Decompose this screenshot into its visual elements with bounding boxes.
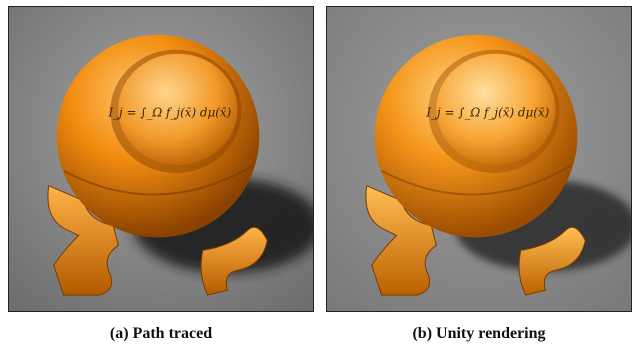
caption-label: (b) bbox=[412, 325, 433, 342]
caption-label: (a) bbox=[109, 325, 129, 342]
equation-text: I_j = ∫_Ω f_j(x̄) dμ(x̄) bbox=[107, 105, 231, 119]
panel-unity-rendering: I_j = ∫_Ω f_j(x̄) dμ(x̄) bbox=[326, 6, 632, 312]
render-image-path-traced: I_j = ∫_Ω f_j(x̄) dμ(x̄) bbox=[9, 7, 313, 311]
panel-path-traced: I_j = ∫_Ω f_j(x̄) dμ(x̄) bbox=[8, 6, 314, 312]
caption-a: (a) Path traced bbox=[8, 325, 314, 343]
render-image-unity: I_j = ∫_Ω f_j(x̄) dμ(x̄) bbox=[327, 7, 631, 311]
caption-text: Unity rendering bbox=[436, 325, 546, 342]
caption-text: Path traced bbox=[132, 325, 213, 342]
equation-text: I_j = ∫_Ω f_j(x̄) dμ(x̄) bbox=[425, 105, 549, 119]
caption-b: (b) Unity rendering bbox=[326, 325, 632, 343]
